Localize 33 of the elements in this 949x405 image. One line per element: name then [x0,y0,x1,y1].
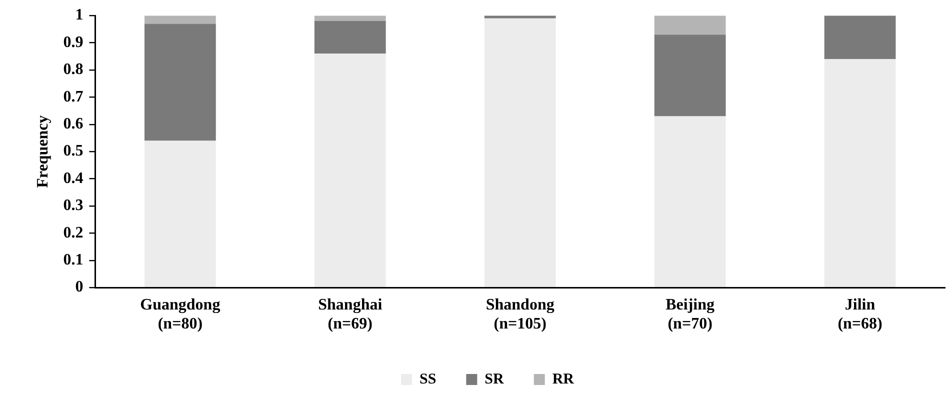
bar [144,140,216,287]
x-tick-label: Beijing (n=70) [666,296,715,333]
legend-label: RR [552,371,574,388]
x-tick-label: Shandong (n=105) [486,296,554,333]
legend-label: SS [419,371,436,388]
bar [824,59,896,287]
y-tick-label: 0.9 [63,34,84,51]
y-tick-label: 0 [75,278,84,296]
bar [654,116,726,287]
x-tick-label: Jilin (n=68) [838,296,882,333]
bar [314,21,386,54]
y-tick-label: 1 [75,6,84,24]
bar [654,34,726,116]
y-tick-label: 0.1 [63,252,84,269]
y-tick-label: 0.4 [63,170,84,187]
bar [314,54,386,287]
y-tick-label: 0.7 [63,88,84,106]
x-tick-label: Shanghai (n=69) [318,296,383,333]
bar [484,16,556,18]
y-tick-label: 0.8 [63,61,84,78]
bar [654,16,726,35]
bar [144,24,216,141]
y-axis-title: Frequency [34,115,52,188]
y-tick-label: 0.6 [63,116,84,133]
bar [144,16,216,24]
y-tick-label: 0.5 [63,142,84,160]
y-tick-label: 0.2 [63,224,84,242]
bar [314,16,386,22]
y-tick-label: 0.3 [63,197,84,214]
bar [484,18,556,287]
bar [824,16,896,60]
legend-label: SR [484,371,504,388]
x-tick-label: Guangdong (n=80) [140,296,220,333]
